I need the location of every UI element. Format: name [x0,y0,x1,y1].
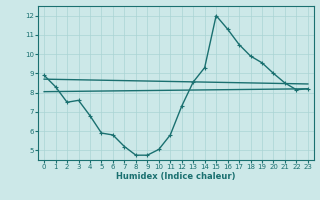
X-axis label: Humidex (Indice chaleur): Humidex (Indice chaleur) [116,172,236,181]
